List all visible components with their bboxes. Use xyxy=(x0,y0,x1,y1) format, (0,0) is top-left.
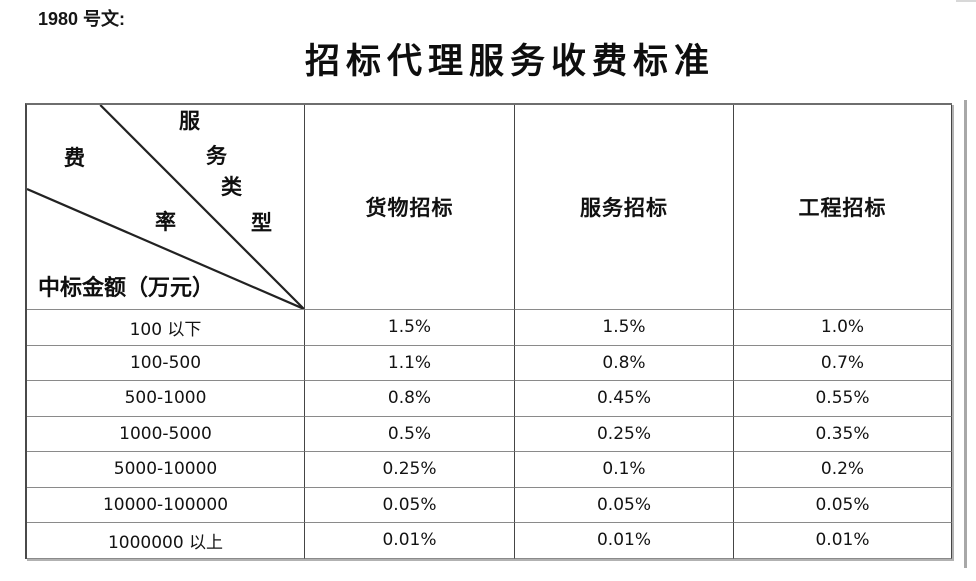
value-cell: 0.1% xyxy=(515,452,734,488)
value-cell: 0.01% xyxy=(515,523,734,559)
page-edge-line xyxy=(964,100,967,568)
corner-label-service-char-1: 服 xyxy=(179,109,200,133)
top-edge-fragment xyxy=(956,0,976,2)
table-row: 500-1000 0.8% 0.45% 0.55% xyxy=(27,381,952,417)
table-row: 1000000 以上 0.01% 0.01% 0.01% xyxy=(27,523,952,559)
amount-cell: 5000-10000 xyxy=(27,452,305,488)
fee-standard-table: 服 务 类 型 费 率 中标金额（万元） 货物招标 服务招标 工程招标 100 … xyxy=(25,103,952,559)
value-cell: 0.8% xyxy=(515,345,734,381)
corner-label-service-char-3: 类 xyxy=(221,175,242,199)
value-cell: 0.2% xyxy=(734,452,952,488)
amount-cell: 100-500 xyxy=(27,345,305,381)
table-row: 100 以下 1.5% 1.5% 1.0% xyxy=(27,310,952,346)
value-cell: 0.55% xyxy=(734,381,952,417)
value-cell: 1.0% xyxy=(734,310,952,346)
value-cell: 0.05% xyxy=(305,487,515,523)
value-cell: 0.05% xyxy=(734,487,952,523)
corner-label-service-char-4: 型 xyxy=(251,211,272,235)
diagonal-corner-cell: 服 务 类 型 费 率 中标金额（万元） xyxy=(27,105,305,310)
amount-cell: 100 以下 xyxy=(27,310,305,346)
value-cell: 0.7% xyxy=(734,345,952,381)
doc-reference: 1980 号文: xyxy=(38,9,126,29)
value-cell: 0.01% xyxy=(734,523,952,559)
table-row: 1000-5000 0.5% 0.25% 0.35% xyxy=(27,416,952,452)
value-cell: 0.5% xyxy=(305,416,515,452)
value-cell: 0.05% xyxy=(515,487,734,523)
column-header-goods: 货物招标 xyxy=(305,105,515,310)
amount-cell: 10000-100000 xyxy=(27,487,305,523)
value-cell: 1.5% xyxy=(515,310,734,346)
table-row: 5000-10000 0.25% 0.1% 0.2% xyxy=(27,452,952,488)
corner-label-fee: 费 xyxy=(64,146,85,170)
column-header-engineering: 工程招标 xyxy=(734,105,952,310)
corner-label-rate: 率 xyxy=(155,210,176,234)
table-header-row: 服 务 类 型 费 率 中标金额（万元） 货物招标 服务招标 工程招标 xyxy=(27,105,952,310)
amount-cell: 1000000 以上 xyxy=(27,523,305,559)
page-title: 招标代理服务收费标准 xyxy=(304,42,715,81)
value-cell: 0.45% xyxy=(515,381,734,417)
value-cell: 0.01% xyxy=(305,523,515,559)
table-row: 100-500 1.1% 0.8% 0.7% xyxy=(27,345,952,381)
amount-cell: 1000-5000 xyxy=(27,416,305,452)
column-header-service: 服务招标 xyxy=(515,105,734,310)
table-row: 10000-100000 0.05% 0.05% 0.05% xyxy=(27,487,952,523)
value-cell: 0.25% xyxy=(515,416,734,452)
corner-label-service-char-2: 务 xyxy=(206,144,227,168)
diagonal-lines xyxy=(27,105,304,309)
value-cell: 0.8% xyxy=(305,381,515,417)
corner-label-amount-axis: 中标金额（万元） xyxy=(38,275,215,300)
value-cell: 1.5% xyxy=(305,310,515,346)
amount-cell: 500-1000 xyxy=(27,381,305,417)
value-cell: 0.35% xyxy=(734,416,952,452)
value-cell: 0.25% xyxy=(305,452,515,488)
value-cell: 1.1% xyxy=(305,345,515,381)
